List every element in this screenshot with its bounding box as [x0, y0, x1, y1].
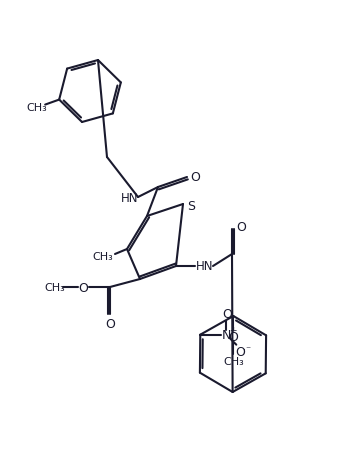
Text: CH₃: CH₃	[27, 102, 48, 112]
Text: O: O	[235, 345, 245, 359]
Text: O: O	[105, 318, 115, 331]
Text: CH₃: CH₃	[223, 356, 244, 366]
Text: O: O	[228, 330, 238, 343]
Text: O: O	[190, 170, 200, 183]
Text: HN: HN	[196, 260, 214, 273]
Text: CH₃: CH₃	[93, 252, 114, 262]
Text: CH₃: CH₃	[45, 283, 66, 293]
Text: O: O	[236, 220, 246, 233]
Text: HN: HN	[121, 191, 139, 204]
Text: O: O	[222, 308, 232, 320]
Text: S: S	[187, 199, 195, 212]
Text: +: +	[229, 325, 237, 334]
Text: O: O	[78, 281, 88, 294]
Text: N: N	[222, 329, 231, 341]
Text: ·⁻: ·⁻	[243, 344, 251, 354]
